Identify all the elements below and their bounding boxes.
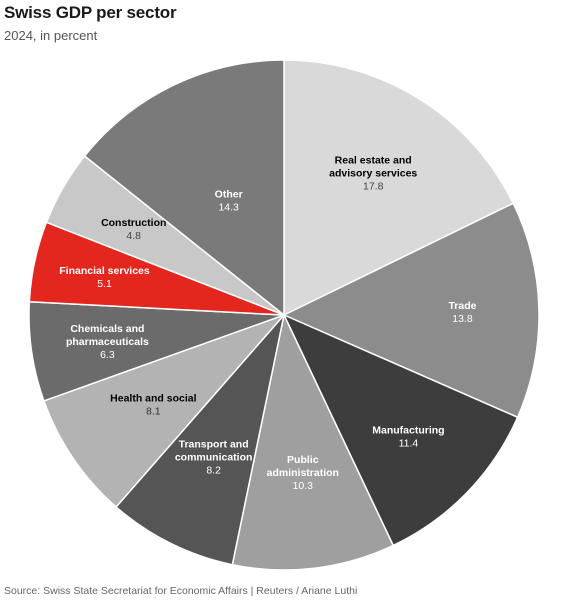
pie-slice — [83, 59, 285, 317]
slice-label: Public — [287, 454, 319, 466]
chart-subtitle: 2024, in percent — [4, 28, 98, 43]
slice-value-label: 6.3 — [100, 349, 115, 361]
slice-label: pharmaceuticals — [66, 336, 149, 348]
slice-label: Transport and — [179, 439, 249, 451]
slice-value-label: 11.4 — [399, 437, 419, 449]
slice-label: Chemicals and — [70, 323, 144, 335]
slice-label: Construction — [101, 217, 166, 229]
slice-label: Health and social — [110, 392, 196, 404]
slice-value-label: 5.1 — [97, 278, 112, 290]
pie-slice — [115, 312, 286, 566]
slice-value-label: 8.2 — [206, 465, 221, 477]
slice-value-label: 10.3 — [293, 480, 314, 492]
pie-slice — [282, 202, 540, 419]
slice-value-label: 13.8 — [452, 313, 473, 325]
pie-slice — [282, 313, 519, 547]
slice-label: Real estate and — [335, 154, 412, 166]
slice-label: Manufacturing — [372, 424, 444, 436]
slice-value-label: 8.1 — [146, 405, 161, 417]
slice-label: communication — [175, 452, 253, 464]
slice-label: administration — [267, 467, 339, 479]
pie-slice — [283, 59, 515, 317]
slice-label: advisory services — [329, 167, 417, 179]
chart-title: Swiss GDP per sector — [4, 3, 177, 22]
pie-slice — [231, 312, 395, 571]
slice-label: Financial services — [59, 265, 150, 277]
source-note: Source: Swiss State Secretariat for Econ… — [4, 585, 358, 597]
slice-label: Trade — [448, 300, 476, 312]
slice-value-label: 17.8 — [363, 180, 384, 192]
slice-value-label: 14.3 — [218, 202, 239, 214]
slice-value-label: 4.8 — [126, 230, 141, 242]
pie-slice — [42, 313, 287, 508]
slice-label: Other — [215, 189, 243, 201]
